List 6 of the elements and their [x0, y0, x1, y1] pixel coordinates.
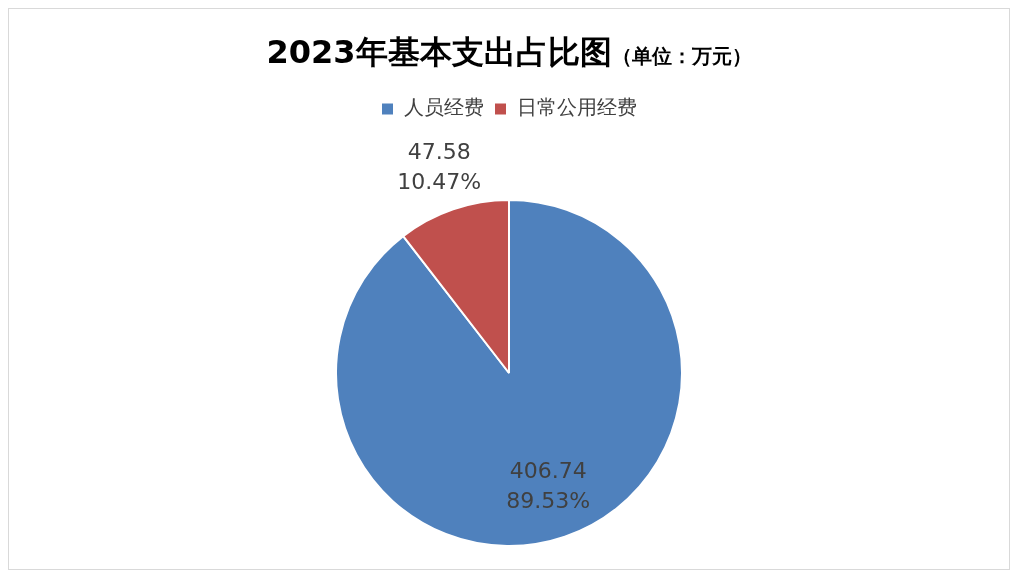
data-label: 406.74 89.53%: [506, 458, 591, 514]
chart-subtitle: （单位：万元）: [611, 44, 752, 68]
chart-title: 2023年基本支出占比图: [266, 33, 612, 71]
data-label: 47.58 10.47%: [397, 139, 482, 195]
legend-label: 人员经费: [404, 95, 484, 120]
legend-label: 日常公用经费: [517, 95, 637, 120]
